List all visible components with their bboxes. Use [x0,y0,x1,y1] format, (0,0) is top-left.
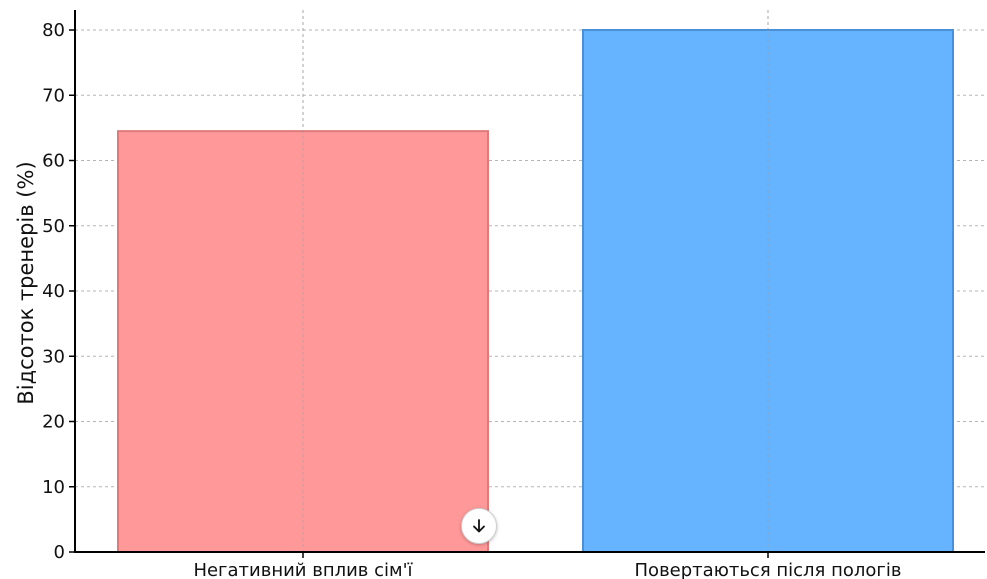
y-tick-label: 0 [54,542,65,563]
y-tick-label: 10 [42,477,65,498]
y-axis-label: Відсоток тренерів (%) [14,161,38,404]
y-tick-label: 70 [42,85,65,106]
x-tick-labels: Негативний вплив сім'ї Повертаються після… [193,560,901,579]
y-tick-labels: 0 10 20 30 40 50 60 70 80 [42,20,65,563]
download-button[interactable] [461,508,497,544]
y-tick-label: 30 [42,346,65,367]
x-tick-label: Негативний вплив сім'ї [193,560,413,579]
axes [69,10,985,558]
arrow-down-icon [473,519,485,533]
bar-2 [582,29,954,553]
bars [117,10,954,553]
y-tick-label: 80 [42,20,65,41]
y-tick-label: 20 [42,412,65,433]
x-tick-label: Повертаються після пологів [635,560,902,579]
y-tick-label: 50 [42,216,65,237]
y-tick-label: 40 [42,281,65,302]
y-tick-label: 60 [42,151,65,172]
